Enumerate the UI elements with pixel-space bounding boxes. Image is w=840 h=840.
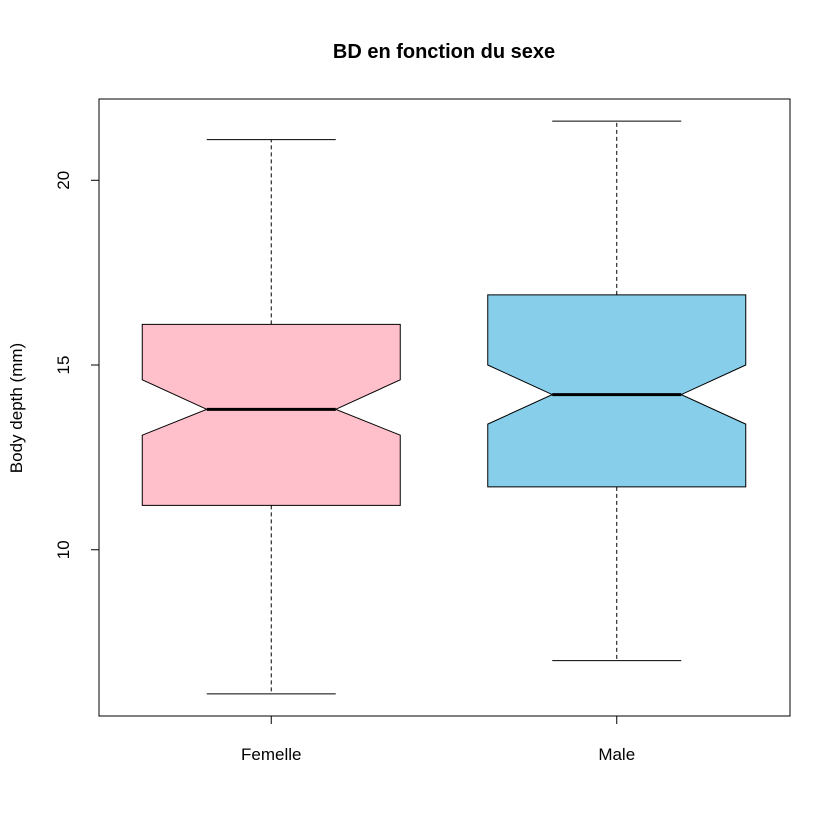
x-tick-label-femelle: Femelle xyxy=(241,745,301,764)
y-tick-label: 20 xyxy=(54,171,73,190)
y-axis: 10 15 20 xyxy=(54,171,100,559)
y-tick-label: 15 xyxy=(54,356,73,375)
notched-box-femelle xyxy=(141,323,401,506)
y-tick-label: 10 xyxy=(54,540,73,559)
chart-title: BD en fonction du sexe xyxy=(333,41,555,63)
notched-box-male xyxy=(487,294,747,488)
x-axis: Femelle Male xyxy=(241,716,635,764)
x-tick-label-male: Male xyxy=(598,745,635,764)
box-femelle xyxy=(141,139,401,695)
box-male xyxy=(487,120,747,662)
chart-marks xyxy=(141,120,747,695)
y-axis-label: Body depth (mm) xyxy=(7,343,26,473)
